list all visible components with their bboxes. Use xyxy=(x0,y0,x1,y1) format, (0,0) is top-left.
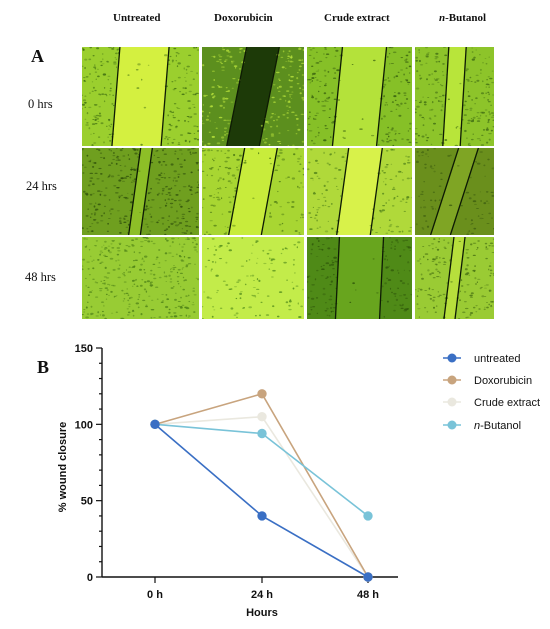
micrograph-tile xyxy=(202,148,304,235)
scratch-gap xyxy=(335,237,384,319)
legend-marker xyxy=(447,420,457,430)
data-point xyxy=(150,419,160,430)
micrograph-tile xyxy=(82,237,199,319)
row-label-48-hrs: 48 hrs xyxy=(25,270,56,284)
legend-marker xyxy=(447,397,457,407)
column-label-n-butanol: n-Butanol xyxy=(439,12,486,24)
scratch-marker-line xyxy=(378,237,385,319)
micrograph-tile xyxy=(307,148,412,235)
y-tick-label: 150 xyxy=(75,343,93,355)
chart-axes: 0 50 100 150 0 h 24 h 48 h xyxy=(75,343,398,601)
scratch-gap xyxy=(226,47,280,146)
data-point xyxy=(363,511,373,521)
micrograph-image xyxy=(415,47,494,146)
micrograph-tile xyxy=(415,148,494,235)
y-tick-label: 100 xyxy=(75,419,93,431)
legend-label: untreated xyxy=(474,353,520,365)
micrograph-image xyxy=(202,237,304,319)
y-tick-label: 0 xyxy=(87,572,93,584)
legend-label: Doxorubicin xyxy=(474,375,532,387)
butanol-suffix: -Butanol xyxy=(445,12,487,24)
micrograph-tile xyxy=(202,237,304,319)
micrograph-tile xyxy=(415,237,494,319)
micrograph-image xyxy=(415,148,494,235)
chart-legend: untreated Doxorubicin Crude extract n-Butan… xyxy=(443,353,540,432)
x-tick-label: 24 h xyxy=(251,589,273,601)
panel-b-label: B xyxy=(37,357,50,377)
scratch-marker-line xyxy=(454,237,466,319)
legend-label: Crude extract xyxy=(474,397,540,409)
scratch-gap xyxy=(128,148,153,235)
y-tick-label: 50 xyxy=(81,496,93,508)
scratch-gap xyxy=(111,47,170,146)
micrograph-tile xyxy=(82,47,199,146)
data-point xyxy=(363,572,373,582)
micrograph-image xyxy=(82,47,199,146)
micrograph-tile xyxy=(202,47,304,146)
scratch-marker-line xyxy=(331,47,344,146)
n-italic: n xyxy=(439,12,446,24)
micrograph-background xyxy=(202,237,304,319)
column-label-untreated: Untreated xyxy=(113,12,161,24)
scratch-marker-line xyxy=(128,148,142,235)
micrograph-image xyxy=(202,47,304,146)
scratch-marker-line xyxy=(459,47,467,146)
scratch-marker-line xyxy=(375,47,388,146)
scratch-marker-line xyxy=(228,148,246,235)
scratch-marker-line xyxy=(430,148,460,235)
micrograph-tile xyxy=(82,148,199,235)
scratch-marker-line xyxy=(139,148,153,235)
wound-closure-chart: 0 50 100 150 0 h 24 h 48 h untreated Doxorubici… xyxy=(57,343,540,619)
scratch-gap xyxy=(336,148,383,235)
series-line-untreated xyxy=(154,423,369,578)
series-line-crude-extract xyxy=(154,415,369,578)
row-label-24-hrs: 24 hrs xyxy=(26,179,57,193)
micrograph-image xyxy=(307,148,412,235)
row-label-0-hrs: 0 hrs xyxy=(28,97,53,111)
column-label-crude-extract: Crude extract xyxy=(324,12,390,24)
data-point xyxy=(257,389,267,399)
micrograph-image xyxy=(307,47,412,146)
x-axis-title: Hours xyxy=(246,607,278,619)
x-tick-label: 48 h xyxy=(357,589,379,601)
scratch-marker-line xyxy=(334,237,341,319)
scratch-marker-line xyxy=(111,47,121,146)
micrograph-tile xyxy=(415,47,494,146)
scratch-marker-line xyxy=(449,148,479,235)
micrograph-image xyxy=(82,237,199,319)
scratch-marker-line xyxy=(336,148,350,235)
micrograph-grid xyxy=(82,47,494,319)
micrograph-tile xyxy=(307,237,412,319)
micrograph-tile xyxy=(307,47,412,146)
scratch-gap xyxy=(332,47,387,146)
micrograph-background xyxy=(82,237,199,319)
legend-marker xyxy=(447,353,457,363)
chart-series xyxy=(150,389,373,582)
scratch-gap xyxy=(442,47,467,146)
data-point xyxy=(257,511,267,521)
scratch-gap xyxy=(430,148,479,235)
scratch-marker-line xyxy=(442,47,450,146)
scratch-marker-line xyxy=(260,148,278,235)
scratch-marker-line xyxy=(443,237,455,319)
data-point xyxy=(257,428,267,439)
legend-marker xyxy=(447,375,457,385)
y-axis-title: % wound closure xyxy=(57,422,69,512)
scratch-marker-line xyxy=(369,148,383,235)
scratch-marker-line xyxy=(226,47,248,146)
micrograph-image xyxy=(202,148,304,235)
scratch-gap xyxy=(443,237,466,319)
micrograph-image xyxy=(415,237,494,319)
panel-a-label: A xyxy=(31,46,44,66)
micrograph-image xyxy=(307,237,412,319)
micrograph-image xyxy=(82,148,199,235)
column-label-doxorubicin: Doxorubicin xyxy=(214,12,273,24)
legend-label: n-Butanol xyxy=(474,420,521,432)
data-point xyxy=(257,412,267,422)
x-tick-label: 0 h xyxy=(147,589,163,601)
scratch-marker-line xyxy=(160,47,170,146)
scratch-marker-line xyxy=(258,47,280,146)
